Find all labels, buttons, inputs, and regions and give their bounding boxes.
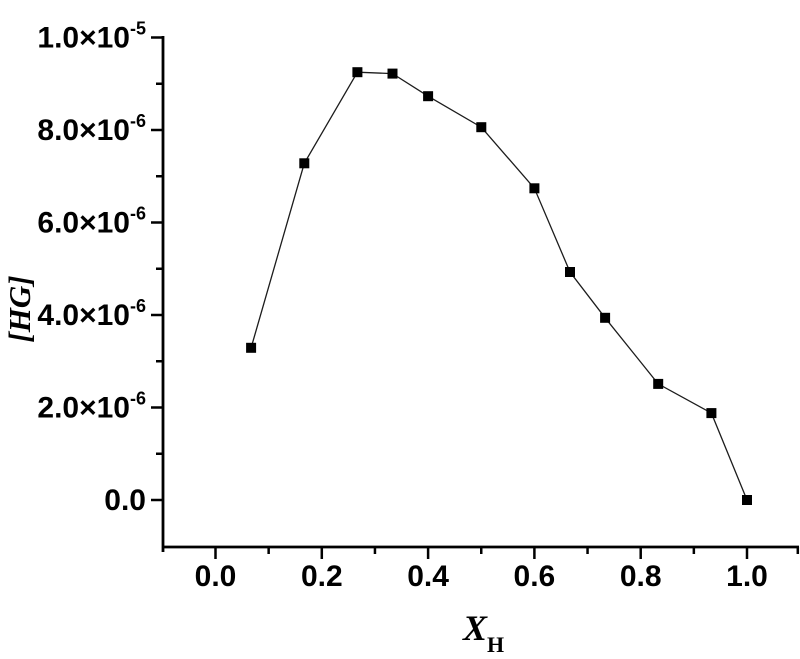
- x-axis-title-subscript: H: [487, 632, 504, 657]
- y-axis-tick-label: 1.0×10-5: [37, 19, 146, 55]
- x-axis-title-main: X: [462, 608, 488, 648]
- tick-label-exponent: -6: [130, 111, 146, 131]
- data-point-marker: [529, 183, 540, 194]
- data-point-marker: [742, 495, 752, 505]
- y-axis-tick-label: 0.0: [104, 484, 146, 517]
- tick-label-mantissa: 8.0×10: [37, 114, 130, 147]
- series-layer: [246, 67, 752, 505]
- x-axis-tick-label: 0.0: [195, 560, 237, 593]
- x-axis-tick-label: 0.2: [301, 560, 343, 593]
- x-axis-tick-label: 1.0: [726, 560, 768, 593]
- x-axis-tick-label: 0.8: [620, 560, 662, 593]
- x-axis-tick-label: 0.6: [514, 560, 556, 593]
- data-point-marker: [565, 267, 575, 277]
- y-axis-tick-label: 2.0×10-6: [37, 389, 146, 425]
- y-axis-title: [HG]: [2, 275, 37, 342]
- y-axis-tick-label: 4.0×10-6: [37, 296, 146, 332]
- tick-label-exponent: -6: [130, 296, 146, 316]
- data-point-marker: [246, 342, 257, 353]
- series-line: [250, 71, 748, 501]
- titles-layer: [HG] XH: [2, 275, 504, 657]
- data-point-marker: [352, 67, 363, 78]
- tick-label-exponent: -6: [130, 204, 146, 224]
- data-point-marker: [387, 68, 398, 79]
- data-point-marker: [706, 408, 717, 419]
- axis-spines: [161, 36, 799, 552]
- ticks-layer: 0.0 0.2 0.4 0.6 0.8 1.00.02.0×10-64.0×10-66.0…: [37, 19, 800, 593]
- tick-label-exponent: -6: [130, 389, 146, 409]
- data-point-marker: [600, 312, 611, 323]
- data-point-marker: [299, 158, 310, 169]
- data-point-marker: [476, 122, 487, 133]
- tick-label-exponent: -5: [130, 19, 146, 39]
- data-point-marker: [423, 91, 434, 102]
- data-point-marker: [653, 378, 664, 389]
- tick-label-mantissa: 2.0×10: [37, 392, 130, 425]
- tick-label-mantissa: 6.0×10: [37, 207, 130, 240]
- x-axis-title: XH: [462, 608, 504, 657]
- y-axis-tick-label: 6.0×10-6: [37, 204, 146, 240]
- y-axis-tick-label: 8.0×10-6: [37, 111, 146, 147]
- tick-label-mantissa: 4.0×10: [37, 299, 130, 332]
- x-axis-tick-label: 0.4: [407, 560, 449, 593]
- axes-layer: [161, 36, 799, 552]
- tick-label-mantissa: 1.0×10: [37, 22, 130, 55]
